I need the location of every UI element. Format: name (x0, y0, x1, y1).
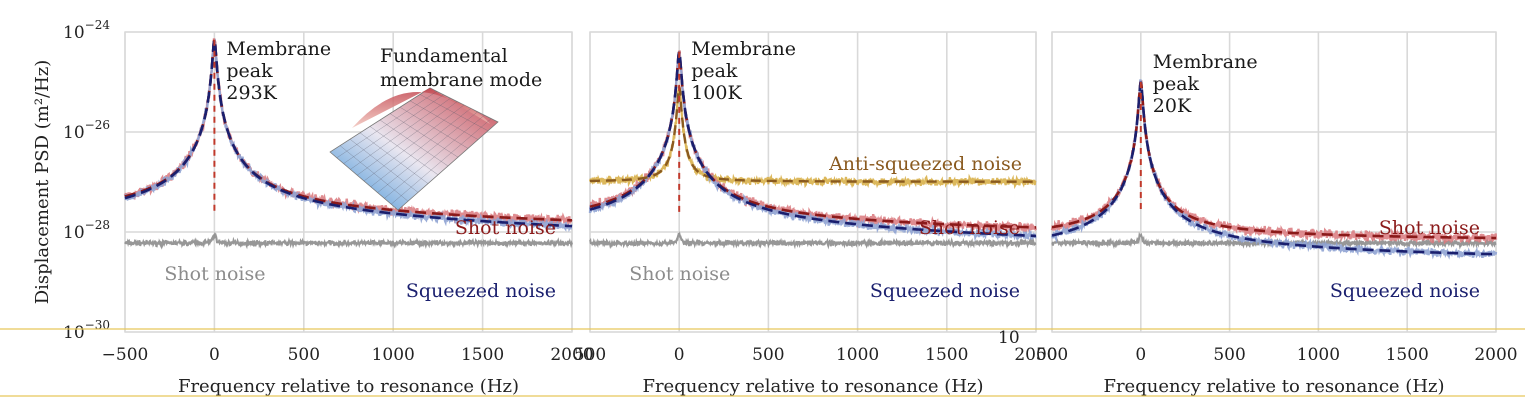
panel-3: 500 0 500 1000 1500 2000 Frequency relative to… (1036, 31, 1518, 397)
plot-frame (124, 31, 573, 333)
membrane-surface (329, 87, 499, 211)
mesh-line (419, 94, 489, 132)
x-tick-label: −500 (102, 345, 149, 365)
x-tick-label: 500 (1213, 345, 1245, 365)
x-tick-label: 500 (752, 345, 784, 365)
x-tick-label: 1500 (925, 345, 968, 365)
inset-label: Fundamental membrane mode (380, 45, 542, 91)
x-axis-label: Frequency relative to resonance (Hz) (1103, 376, 1444, 397)
mesh-line (399, 106, 469, 149)
mesh-line (370, 108, 471, 187)
x-tick-label: 0 (674, 345, 685, 365)
shot-noise-fit (1052, 81, 1496, 240)
y-tick-label: 10−28 (63, 218, 110, 243)
squeezed-noise-label: Squeezed noise (1330, 280, 1480, 302)
shot-noise-gray-label: Shot noise (629, 263, 730, 285)
y-axis-label: Displacement PSD (m²/Hz) (32, 60, 53, 305)
membrane-peak-label: Membrane peak 293K (226, 38, 331, 104)
shot-noise-gray-label: Shot noise (164, 263, 265, 285)
squeezed-noise-fit (124, 39, 572, 228)
shot-noise-gray-trace (589, 231, 1037, 250)
panel-2: 500 0 500 1000 1500 2000 Frequency relative to… (574, 31, 1058, 397)
anti-squeezed-noise-trace (588, 86, 1037, 190)
mesh-line (391, 118, 492, 205)
x-tick-label: 500 (574, 345, 606, 365)
mesh-line (384, 115, 485, 199)
mesh-line (389, 113, 459, 158)
squeezed-noise-label: Squeezed noise (870, 280, 1020, 302)
x-tick-label: 500 (288, 345, 320, 365)
membrane-peak-label: Membrane peak 20K (1153, 51, 1258, 117)
x-tick-label: 1500 (1386, 345, 1429, 365)
y-tick-label: 10−30 (63, 318, 110, 343)
x-axis-label: Frequency relative to resonance (Hz) (642, 376, 983, 397)
mesh-line (363, 104, 465, 182)
x-tick-label: 500 (1036, 345, 1068, 365)
squeezed-noise-fit (589, 51, 1036, 238)
squeezed-noise-label: Squeezed noise (406, 280, 556, 302)
x-tick-label: 0 (1135, 345, 1146, 365)
x-tick-label: 2000 (550, 345, 593, 365)
mesh-line (409, 100, 479, 140)
membrane-mode-inset (329, 87, 499, 211)
squeezed-noise-fit (1051, 81, 1496, 256)
x-tick-label: 1000 (836, 345, 879, 365)
x-tick-label: 2000 (1474, 345, 1517, 365)
membrane-dome (352, 88, 490, 128)
y-tick-label: 10−26 (63, 118, 110, 143)
membrane-peak-label: Membrane peak 100K (691, 38, 796, 104)
x-tick-label: 0 (209, 345, 220, 365)
anti-squeezed-fit (590, 86, 1036, 183)
shot-noise-label: Shot noise (919, 217, 1020, 239)
shot-noise-label: Shot noise (1379, 217, 1480, 239)
panel-1: −500 0 500 1000 1500 2000 Frequency relative t… (102, 31, 594, 397)
x-tick-label: 2000 (1014, 345, 1057, 365)
shot-noise-gray-trace (124, 232, 573, 250)
x-tick-label: 1000 (372, 345, 415, 365)
shot-noise-fit (124, 39, 572, 222)
shot-noise-label: Shot noise (455, 217, 556, 239)
x-tick-label: 1000 (1297, 345, 1340, 365)
mesh-line (377, 111, 478, 193)
anti-squeezed-noise-label: Anti-squeezed noise (828, 153, 1022, 175)
x-tick-label: 1500 (461, 345, 504, 365)
y-tick-label: 10−24 (63, 18, 110, 43)
plot-frame (1051, 31, 1497, 333)
stray-label: 10 (998, 328, 1020, 348)
x-axis-label: Frequency relative to resonance (Hz) (178, 376, 519, 397)
